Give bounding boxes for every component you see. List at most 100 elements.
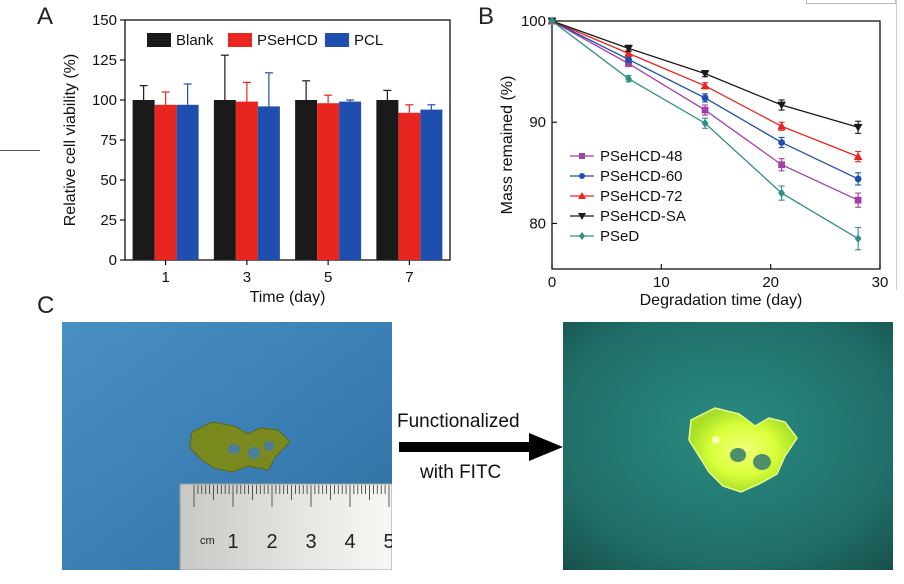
chart-b-legend: PSeHCD-48 PSeHCD-60 PSeHCD-72 PSeHCD-SA PSeD (570, 148, 686, 245)
chart-a-y-axis-label: Relative cell viability (%) (62, 54, 79, 227)
x-tick-label: 5 (324, 269, 332, 286)
ruler-number: 5 (383, 531, 392, 553)
bar (317, 103, 340, 260)
arrow-label-line-2: with FITC (420, 462, 502, 483)
legend-swatch (147, 33, 171, 47)
x-tick-label: 30 (872, 274, 889, 291)
ruler-number: 1 (227, 531, 238, 553)
panel-label-a: A (37, 3, 54, 30)
legend-label: PSeHCD-48 (600, 148, 683, 165)
chart-b-lines (547, 16, 863, 251)
bar (213, 100, 236, 260)
photo-native-scaffold: cm 1 2 3 4 5 (62, 322, 392, 570)
chart-b-axes: 0 10 20 30 80 90 100 (521, 13, 888, 291)
y-tick-label: 125 (92, 52, 117, 69)
legend-swatch (325, 33, 349, 47)
legend-swatch (228, 33, 252, 47)
x-tick-label: 3 (243, 269, 251, 286)
scaffold-hole (228, 444, 240, 454)
y-tick-label: 100 (92, 92, 117, 109)
chart-a-axes: 0 25 50 75 100 125 150 1 3 5 7 (92, 12, 451, 286)
data-point (578, 192, 586, 199)
legend-label: PSeHCD-72 (600, 188, 683, 205)
bar (420, 109, 443, 260)
ruler-number: 3 (305, 531, 316, 553)
photo-fitc-scaffold (563, 322, 893, 570)
chart-a-legend: Blank PSeHCD PCL (147, 32, 383, 49)
data-point (778, 161, 785, 169)
chart-a-bars (132, 54, 443, 261)
y-tick-label: 0 (109, 252, 117, 269)
ruler-number: 2 (266, 531, 277, 553)
data-point (700, 70, 710, 79)
chart-b-frame (551, 20, 881, 270)
data-point (579, 173, 585, 179)
panel-label-c: C (37, 292, 55, 319)
scaffold-hole (730, 448, 746, 462)
y-tick-label: 90 (529, 114, 546, 131)
bar (154, 104, 177, 260)
legend-label: PSeD (600, 228, 639, 245)
legend-label: PSeHCD (257, 32, 318, 49)
scaffold-hole (248, 447, 260, 459)
data-point (701, 106, 709, 114)
bar (295, 100, 318, 260)
legend-label: Blank (176, 32, 214, 49)
y-tick-label: 100 (521, 13, 546, 30)
bar (376, 100, 399, 260)
ruler-unit-label: cm (200, 535, 215, 547)
data-point (624, 44, 633, 53)
data-point (625, 74, 632, 84)
data-point (777, 121, 786, 130)
x-tick-label: 20 (762, 274, 779, 291)
data-point (778, 188, 785, 198)
series-line (551, 20, 859, 240)
legend-label: PSeHCD-60 (600, 168, 683, 185)
legend-label: PSeHCD-SA (600, 208, 686, 225)
data-point (854, 196, 862, 204)
chart-a-x-axis-label: Time (day) (250, 289, 326, 306)
bar (235, 101, 258, 260)
x-tick-label: 0 (548, 274, 556, 291)
cell-viability-bar-chart: 0 25 50 75 100 125 150 1 3 5 7 Blank PSeHCD PCL Time… (62, 12, 451, 306)
photo-fitc-scaffold-drawing (563, 322, 893, 570)
chart-b-y-axis-label: Mass remained (%) (499, 76, 516, 215)
bar (176, 104, 199, 260)
ruler-ticks (193, 485, 390, 507)
edge-mark-box (806, 0, 896, 4)
y-tick-label: 75 (100, 132, 117, 149)
scaffold-hole (753, 454, 771, 470)
ruler-body (179, 483, 392, 570)
y-tick-label: 150 (92, 12, 117, 29)
chart-b-x-axis-label: Degradation time (day) (640, 292, 803, 309)
bar (398, 112, 421, 260)
edge-mark-right (896, 0, 897, 290)
data-point (548, 16, 556, 26)
data-point (578, 213, 586, 220)
data-point (701, 118, 709, 128)
ruler-number: 4 (344, 531, 355, 553)
ruler-numbers: 1 2 3 4 5 (227, 531, 392, 553)
data-point (854, 234, 862, 244)
data-point (579, 232, 585, 240)
data-point (625, 56, 632, 63)
y-tick-label: 80 (529, 215, 546, 232)
data-point (778, 139, 785, 146)
scaffold-highlight (712, 436, 720, 444)
bar (257, 106, 280, 261)
data-point (700, 81, 710, 90)
scaffold-hole (264, 441, 274, 451)
right-arrow-icon (399, 433, 563, 461)
photo-native-scaffold-drawing: cm 1 2 3 4 5 (62, 322, 392, 570)
native-scaffold-shape (189, 421, 291, 473)
data-point (777, 101, 786, 110)
data-point (701, 94, 709, 102)
data-point (624, 48, 633, 57)
bar (132, 100, 155, 260)
data-point (854, 175, 862, 183)
legend-label: PCL (354, 32, 383, 49)
x-tick-label: 10 (653, 274, 670, 291)
y-tick-label: 50 (100, 172, 117, 189)
x-tick-label: 7 (405, 269, 413, 286)
